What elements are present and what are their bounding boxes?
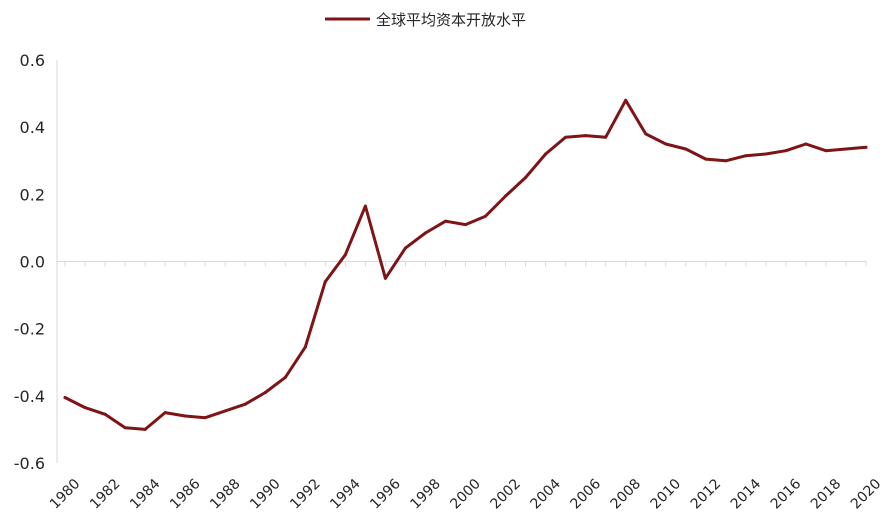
x-tick-label: 2006 [568, 476, 605, 513]
data-point [864, 145, 868, 149]
data-point [604, 135, 608, 139]
data-point [103, 412, 107, 416]
x-tick-label: 1990 [247, 476, 284, 513]
data-point [203, 416, 207, 420]
data-point [824, 149, 828, 153]
legend-label: 全球平均资本开放水平 [376, 11, 526, 29]
data-point [243, 402, 247, 406]
x-tick-label: 2000 [447, 476, 484, 513]
data-point [584, 134, 588, 138]
x-axis: 1980 1982 1984 1986 1988 1990 1992 1994 1996 1998… [47, 261, 885, 513]
x-tick-label: 2008 [608, 476, 645, 513]
data-point [644, 132, 648, 136]
plot-area [63, 98, 868, 431]
data-point [464, 223, 467, 227]
data-point [564, 135, 568, 139]
x-tick-label: 1986 [167, 476, 204, 513]
x-tick-label: 2018 [808, 476, 845, 513]
data-point [744, 154, 748, 158]
data-point [263, 390, 267, 394]
data-point [443, 219, 447, 223]
data-point [63, 396, 67, 400]
y-tick-label: 0.0 [20, 253, 45, 272]
y-tick-label: 0.6 [20, 51, 45, 70]
legend: 全球平均资本开放水平 [325, 11, 526, 29]
data-point [183, 414, 187, 418]
data-point [624, 98, 628, 102]
x-tick-label: 1996 [367, 476, 404, 513]
x-tick-label: 1982 [87, 476, 124, 513]
data-point [484, 214, 488, 218]
x-tick-label: 2014 [728, 476, 765, 513]
data-point [143, 427, 147, 431]
x-tick-label: 2012 [688, 476, 725, 513]
y-tick-label: 0.4 [20, 118, 45, 137]
data-point [383, 276, 387, 280]
data-point [303, 345, 307, 349]
y-axis: 0.6 0.4 0.2 0.0 -0.2 -0.4 -0.6 [14, 51, 58, 473]
x-tick-label: 1992 [287, 476, 324, 513]
data-point [684, 147, 688, 151]
data-point [323, 280, 327, 284]
data-point [504, 194, 508, 198]
x-tick-label: 2002 [487, 476, 524, 513]
data-point [423, 231, 427, 235]
data-point [664, 142, 668, 146]
x-tick-label: 1998 [407, 476, 444, 513]
data-point [223, 409, 227, 413]
data-point [764, 152, 768, 156]
data-point [544, 152, 548, 156]
x-tick-label: 2010 [648, 476, 685, 513]
y-tick-label: -0.4 [14, 387, 45, 406]
data-point [524, 176, 528, 180]
x-tick-label: 2004 [528, 476, 565, 513]
data-point [283, 375, 287, 379]
data-point [804, 142, 808, 146]
data-point [363, 204, 367, 208]
y-tick-label: -0.6 [14, 454, 45, 473]
y-tick-label: -0.2 [14, 320, 45, 339]
data-point [784, 149, 788, 153]
x-tick-label: 1980 [47, 476, 84, 513]
data-point [123, 426, 127, 430]
data-point [844, 147, 848, 151]
data-point [704, 157, 708, 161]
x-tick-label: 1984 [127, 476, 164, 513]
data-point [343, 253, 347, 257]
data-point [403, 246, 407, 250]
y-tick-label: 0.2 [20, 185, 45, 204]
data-point [163, 411, 167, 415]
x-tick-label: 2020 [848, 476, 885, 513]
data-point [724, 159, 728, 163]
data-point [83, 406, 87, 410]
x-tick-label: 1988 [207, 476, 244, 513]
x-tick-label: 1994 [327, 476, 364, 513]
x-tick-label: 2016 [768, 476, 805, 513]
